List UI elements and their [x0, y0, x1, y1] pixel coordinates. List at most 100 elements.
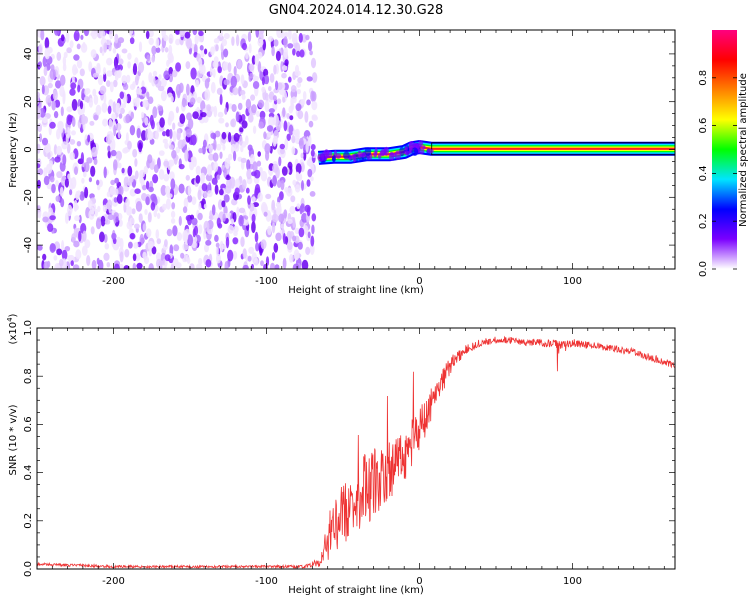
spectrogram-noise-cell [127, 52, 132, 60]
spectrogram-noise-cell [59, 186, 64, 197]
spectrogram-noise-cell [129, 37, 135, 45]
spectrogram-noise-cell [223, 194, 230, 203]
spectrogram-noise-cell [69, 151, 75, 161]
spectrogram-noise-cell [64, 212, 69, 224]
spectrogram-noise-cell [200, 174, 205, 185]
spectrogram-noise-cell [195, 165, 201, 176]
spectrogram-noise-cell [175, 38, 181, 46]
spectrogram-noise-cell [210, 81, 216, 94]
spectrogram-noise-cell [153, 210, 158, 218]
spectrogram-noise-cell [75, 30, 79, 34]
spectrogram-noise-cell [227, 249, 234, 262]
spectrogram-noise-cell [75, 190, 80, 201]
spectrogram-noise-cell [136, 262, 143, 269]
spectrogram-noise-cell [163, 34, 169, 42]
snr-frame [36, 327, 676, 570]
spectrogram-noise-cell [75, 249, 82, 260]
spectrogram-noise-cell [109, 132, 114, 141]
spectrogram-noise-cell [54, 156, 61, 163]
spectrogram-noise-cell [73, 227, 78, 238]
spectrogram-noise-cell [198, 148, 203, 154]
spectrogram-noise-cell [69, 88, 76, 96]
spectrogram-track-speckle [360, 152, 366, 158]
spectrogram-noise-cell [263, 263, 268, 269]
spectrogram-noise-cell [109, 186, 116, 196]
spectrogram-noise-cell [228, 153, 233, 161]
spectrogram-noise-cell [272, 95, 277, 102]
spectrogram-noise-cell [221, 38, 228, 47]
spectrogram-noise-cell [60, 34, 65, 42]
spectrogram-noise-cell [189, 263, 195, 269]
spectrogram-noise-cell [82, 230, 87, 242]
spectrogram-noise-cell [100, 215, 106, 227]
spectrogram-noise-cell [56, 248, 63, 256]
spectrogram-noise-cell [261, 86, 266, 93]
spectrogram-noise-cell [182, 230, 189, 242]
spectrogram-noise-cell [197, 189, 202, 201]
spectrogram-noise-cell [257, 99, 265, 109]
spectrogram-noise-cell [224, 157, 231, 170]
spectrogram-noise-cell [134, 75, 139, 86]
spectrogram-noise-cell [230, 218, 235, 225]
spectrogram-noise-cell [268, 116, 275, 127]
spectrogram-noise-cell [205, 259, 212, 268]
spectrogram-noise-cell [118, 185, 124, 196]
spectrogram-noise-cell [296, 88, 301, 95]
spectrogram-noise-cell [184, 31, 191, 39]
spectrogram-noise-cell [66, 114, 73, 126]
spectrogram-noise-cell [204, 48, 208, 55]
spectrogram-noise-cell [129, 232, 136, 240]
spectrogram-noise-cell [64, 246, 71, 252]
spectrogram-noise-cell [288, 254, 294, 263]
spectrogram-noise-cell [122, 93, 128, 105]
spectrogram-noise-cell [242, 179, 247, 190]
spectrogram-noise-cell [185, 254, 189, 262]
spectrogram-noise-cell [219, 151, 223, 159]
spectrogram-noise-cell [84, 88, 89, 96]
spectrogram-noise-cell [304, 204, 311, 213]
spectrogram-noise-cell [145, 196, 150, 206]
spectrogram-noise-cell [148, 37, 154, 46]
spectrogram-noise-cell [227, 132, 232, 143]
spectrogram-noise-cell [158, 169, 165, 180]
spectrogram-noise-cell [225, 175, 231, 181]
spectrogram-noise-cell [248, 246, 255, 254]
spectrogram-noise-cell [72, 264, 80, 269]
spectrogram-noise-cell [74, 67, 79, 74]
spectrogram-noise-cell [267, 131, 271, 138]
spectrogram-noise-cell [256, 160, 262, 167]
snr-y-scale-suffix: ) [8, 313, 19, 317]
spectrogram-noise-cell [248, 43, 252, 54]
spectrogram-noise-cell [233, 150, 237, 162]
spectrogram-noise-cell [92, 88, 97, 97]
spectrogram-noise-cell [198, 30, 204, 37]
spectrogram-noise-cell [113, 124, 117, 137]
spectrogram-noise-cell [225, 185, 232, 194]
snr-y-axis-label: SNR (10 * v/v) [8, 404, 19, 475]
spectrogram-noise-cell [163, 173, 170, 182]
spectrogram-noise-cell [152, 106, 158, 119]
spectrogram-noise-cell [114, 64, 121, 71]
spectrogram-noise-cell [287, 43, 294, 49]
spectrogram-noise-cell [171, 202, 176, 210]
spectrogram-noise-cell [217, 66, 222, 74]
spectrogram-noise-cell [156, 238, 161, 245]
spectrogram-noise-cell [245, 98, 252, 110]
spectrogram-noise-cell [133, 242, 139, 249]
spectrogram-noise-cell [295, 163, 302, 174]
spectrogram-noise-cell [162, 203, 167, 211]
spectrogram-noise-cell [286, 241, 293, 251]
spectrogram-noise-cell [43, 261, 49, 269]
spectrogram-noise-cell [114, 33, 119, 44]
spectrogram-noise-cell [304, 111, 309, 123]
spectrogram-noise-cell [298, 227, 305, 238]
spectrogram-noise-cell [124, 248, 130, 258]
spectrogram-noise-cell [132, 63, 138, 76]
spectrogram-noise-cell [114, 177, 120, 184]
spectrogram-noise-cell [92, 72, 100, 78]
spectrogram-noise-cell [301, 180, 304, 191]
spectrogram-noise-cell [168, 66, 174, 77]
spectrogram-noise-cell [297, 241, 303, 250]
spectrogram-noise-cell [222, 213, 226, 222]
spectrogram-noise-cell [271, 222, 276, 234]
